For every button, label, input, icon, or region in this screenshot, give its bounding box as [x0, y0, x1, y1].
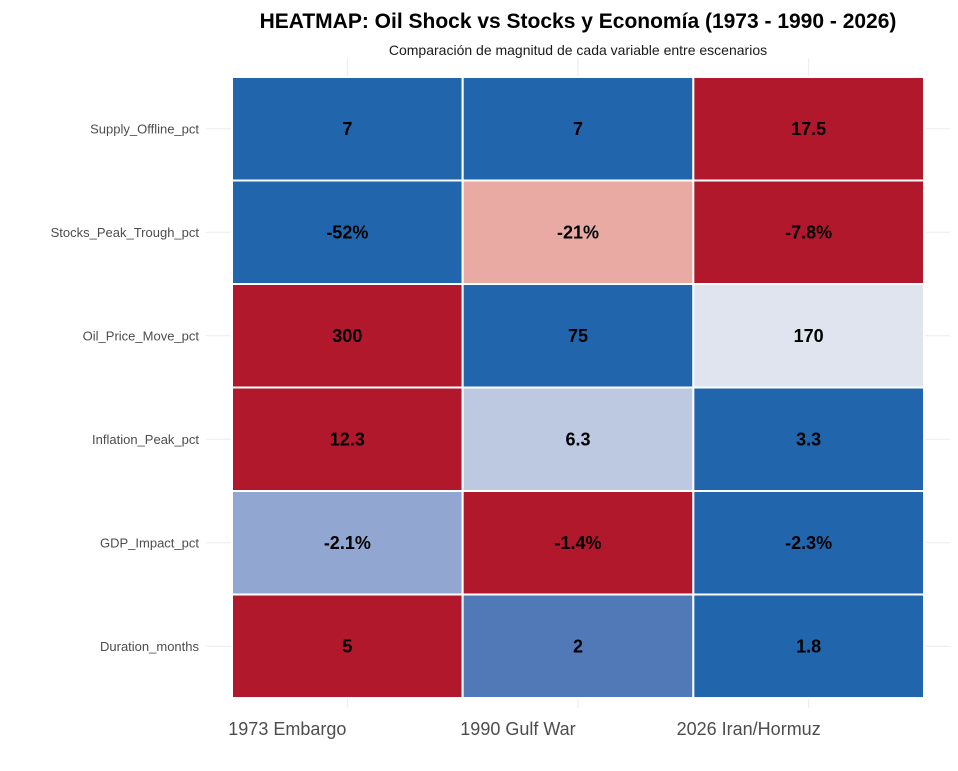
cell-value-label: -1.4% — [554, 533, 601, 553]
cell-value-label: 1.8 — [796, 636, 821, 656]
cell-value-label: -7.8% — [785, 222, 832, 242]
heatmap-cell — [692, 386, 925, 492]
y-tick-label: GDP_Impact_pct — [100, 535, 199, 550]
x-tick-label: 1973 Embargo — [228, 719, 346, 739]
heatmap-cell — [461, 490, 695, 596]
y-tick-label: Oil_Price_Move_pct — [83, 328, 200, 343]
heatmap-cell — [231, 593, 464, 699]
heatmap-cell — [692, 593, 925, 699]
heatmap-cell — [692, 490, 925, 596]
heatmap-cell — [692, 283, 925, 389]
y-tick-label: Inflation_Peak_pct — [92, 432, 199, 447]
chart-subtitle: Comparación de magnitud de cada variable… — [389, 42, 767, 58]
heatmap-cell — [692, 179, 925, 285]
y-tick-label: Duration_months — [100, 639, 199, 654]
cell-value-label: -21% — [557, 222, 599, 242]
cell-value-label: 2 — [573, 636, 583, 656]
heatmap-cell — [231, 386, 464, 492]
cell-value-label: 170 — [794, 326, 824, 346]
cell-value-label: -2.1% — [324, 533, 371, 553]
heatmap-cell — [231, 490, 464, 596]
heatmap-cell — [231, 283, 464, 389]
chart-title: HEATMAP: Oil Shock vs Stocks y Economía … — [260, 10, 897, 33]
cell-value-label: -2.3% — [785, 533, 832, 553]
cell-value-label: 17.5 — [791, 119, 826, 139]
cell-value-label: -52% — [326, 222, 368, 242]
y-tick-label: Stocks_Peak_Trough_pct — [51, 225, 200, 240]
cell-value-label: 5 — [342, 636, 352, 656]
x-tick-label: 2026 Iran/Hormuz — [677, 719, 821, 739]
heatmap-cell — [461, 386, 695, 492]
cell-labels: 7 7 17.5 -52% -21% -7.8% 300 75 170 12.3 6.3 3.3 -2.… — [324, 119, 832, 657]
heatmap-cell — [461, 593, 695, 699]
cell-value-label: 7 — [342, 119, 352, 139]
heatmap-cell — [461, 283, 695, 389]
cell-value-label: 300 — [332, 326, 362, 346]
y-axis-tick-labels: Supply_Offline_pct Stocks_Peak_Trough_pct… — [51, 121, 200, 654]
x-tick-label: 1990 Gulf War — [460, 719, 575, 739]
cell-value-label: 12.3 — [330, 429, 365, 449]
cell-value-label: 75 — [568, 326, 588, 346]
cell-value-label: 6.3 — [565, 429, 590, 449]
cell-value-label: 3.3 — [796, 429, 821, 449]
x-axis-tick-labels: 1973 Embargo 1990 Gulf War 2026 Iran/Hormu… — [228, 719, 820, 739]
y-tick-label: Supply_Offline_pct — [90, 121, 199, 136]
cell-value-label: 7 — [573, 119, 583, 139]
heatmap-cells — [231, 76, 925, 699]
